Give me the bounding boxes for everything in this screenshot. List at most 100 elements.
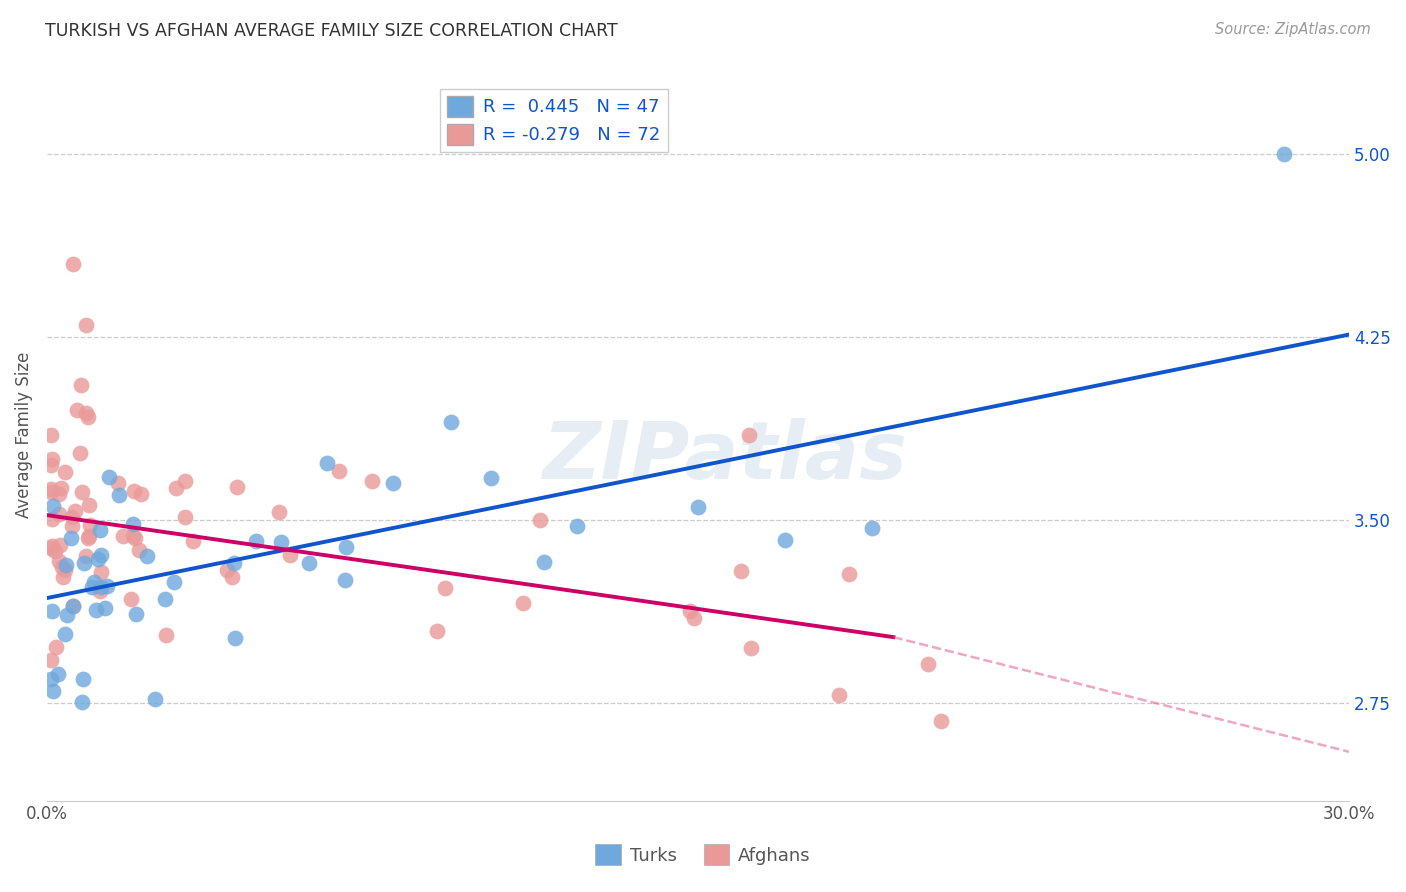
Point	[129, 487, 152, 501]
Point	[80, 580, 103, 594]
Point	[66, 403, 89, 417]
Point	[48, 507, 70, 521]
Point	[226, 480, 249, 494]
Point	[75, 549, 97, 563]
Point	[63, 504, 86, 518]
Point	[278, 548, 301, 562]
Point	[533, 555, 555, 569]
Point	[60, 532, 83, 546]
Point	[738, 427, 761, 442]
Point	[298, 556, 321, 570]
Point	[153, 592, 176, 607]
Point	[98, 469, 121, 483]
Point	[49, 481, 72, 495]
Point	[860, 521, 883, 535]
Point	[84, 603, 107, 617]
Point	[128, 543, 150, 558]
Text: Source: ZipAtlas.com: Source: ZipAtlas.com	[1215, 22, 1371, 37]
Point	[73, 557, 96, 571]
Point	[53, 627, 76, 641]
Point	[316, 456, 339, 470]
Text: ZIPatlas: ZIPatlas	[541, 417, 907, 496]
Point	[41, 511, 63, 525]
Point	[42, 499, 65, 513]
Point	[41, 540, 63, 554]
Point	[107, 488, 129, 502]
Point	[224, 556, 246, 570]
Point	[124, 483, 146, 498]
Point	[221, 570, 243, 584]
Point	[83, 574, 105, 589]
Legend: Turks, Afghans: Turks, Afghans	[588, 837, 818, 872]
Point	[56, 607, 79, 622]
Point	[512, 595, 534, 609]
Point	[679, 603, 702, 617]
Point	[245, 534, 267, 549]
Point	[62, 257, 84, 271]
Point	[72, 673, 94, 687]
Point	[44, 544, 66, 558]
Point	[155, 628, 177, 642]
Point	[361, 474, 384, 488]
Point	[77, 531, 100, 545]
Point	[439, 415, 461, 429]
Point	[60, 518, 83, 533]
Point	[929, 714, 952, 728]
Point	[42, 684, 65, 698]
Point	[136, 549, 159, 563]
Point	[827, 689, 849, 703]
Point	[48, 554, 70, 568]
Point	[89, 523, 111, 537]
Point	[567, 519, 589, 533]
Point	[39, 427, 62, 442]
Text: TURKISH VS AFGHAN AVERAGE FAMILY SIZE CORRELATION CHART: TURKISH VS AFGHAN AVERAGE FAMILY SIZE CO…	[45, 22, 617, 40]
Point	[165, 481, 187, 495]
Point	[39, 458, 62, 473]
Point	[96, 579, 118, 593]
Point	[39, 653, 62, 667]
Point	[39, 672, 62, 686]
Point	[62, 599, 84, 613]
Point	[125, 607, 148, 621]
Point	[53, 465, 76, 479]
Point	[90, 565, 112, 579]
Point	[335, 541, 357, 555]
Point	[917, 657, 939, 671]
Point	[838, 566, 860, 581]
Point	[224, 631, 246, 645]
Point	[143, 692, 166, 706]
Point	[55, 558, 77, 572]
Point	[107, 475, 129, 490]
Point	[173, 510, 195, 524]
Point	[433, 581, 456, 595]
Point	[122, 529, 145, 543]
Point	[120, 592, 142, 607]
Point	[163, 574, 186, 589]
Point	[53, 563, 76, 577]
Point	[181, 534, 204, 549]
Point	[69, 378, 91, 392]
Point	[686, 500, 709, 514]
Point	[270, 535, 292, 549]
Point	[76, 409, 98, 424]
Point	[124, 532, 146, 546]
Point	[51, 560, 73, 574]
Point	[86, 552, 108, 566]
Point	[267, 505, 290, 519]
Point	[773, 533, 796, 548]
Point	[46, 666, 69, 681]
Point	[39, 541, 62, 555]
Legend: R =  0.445   N = 47, R = -0.279   N = 72: R = 0.445 N = 47, R = -0.279 N = 72	[440, 88, 668, 152]
Point	[426, 624, 449, 639]
Point	[79, 518, 101, 533]
Point	[1272, 147, 1295, 161]
Point	[75, 406, 97, 420]
Point	[62, 599, 84, 614]
Point	[41, 604, 63, 618]
Point	[77, 529, 100, 543]
Point	[60, 510, 83, 524]
Y-axis label: Average Family Size: Average Family Size	[15, 351, 32, 517]
Point	[730, 565, 752, 579]
Point	[173, 474, 195, 488]
Point	[740, 640, 762, 655]
